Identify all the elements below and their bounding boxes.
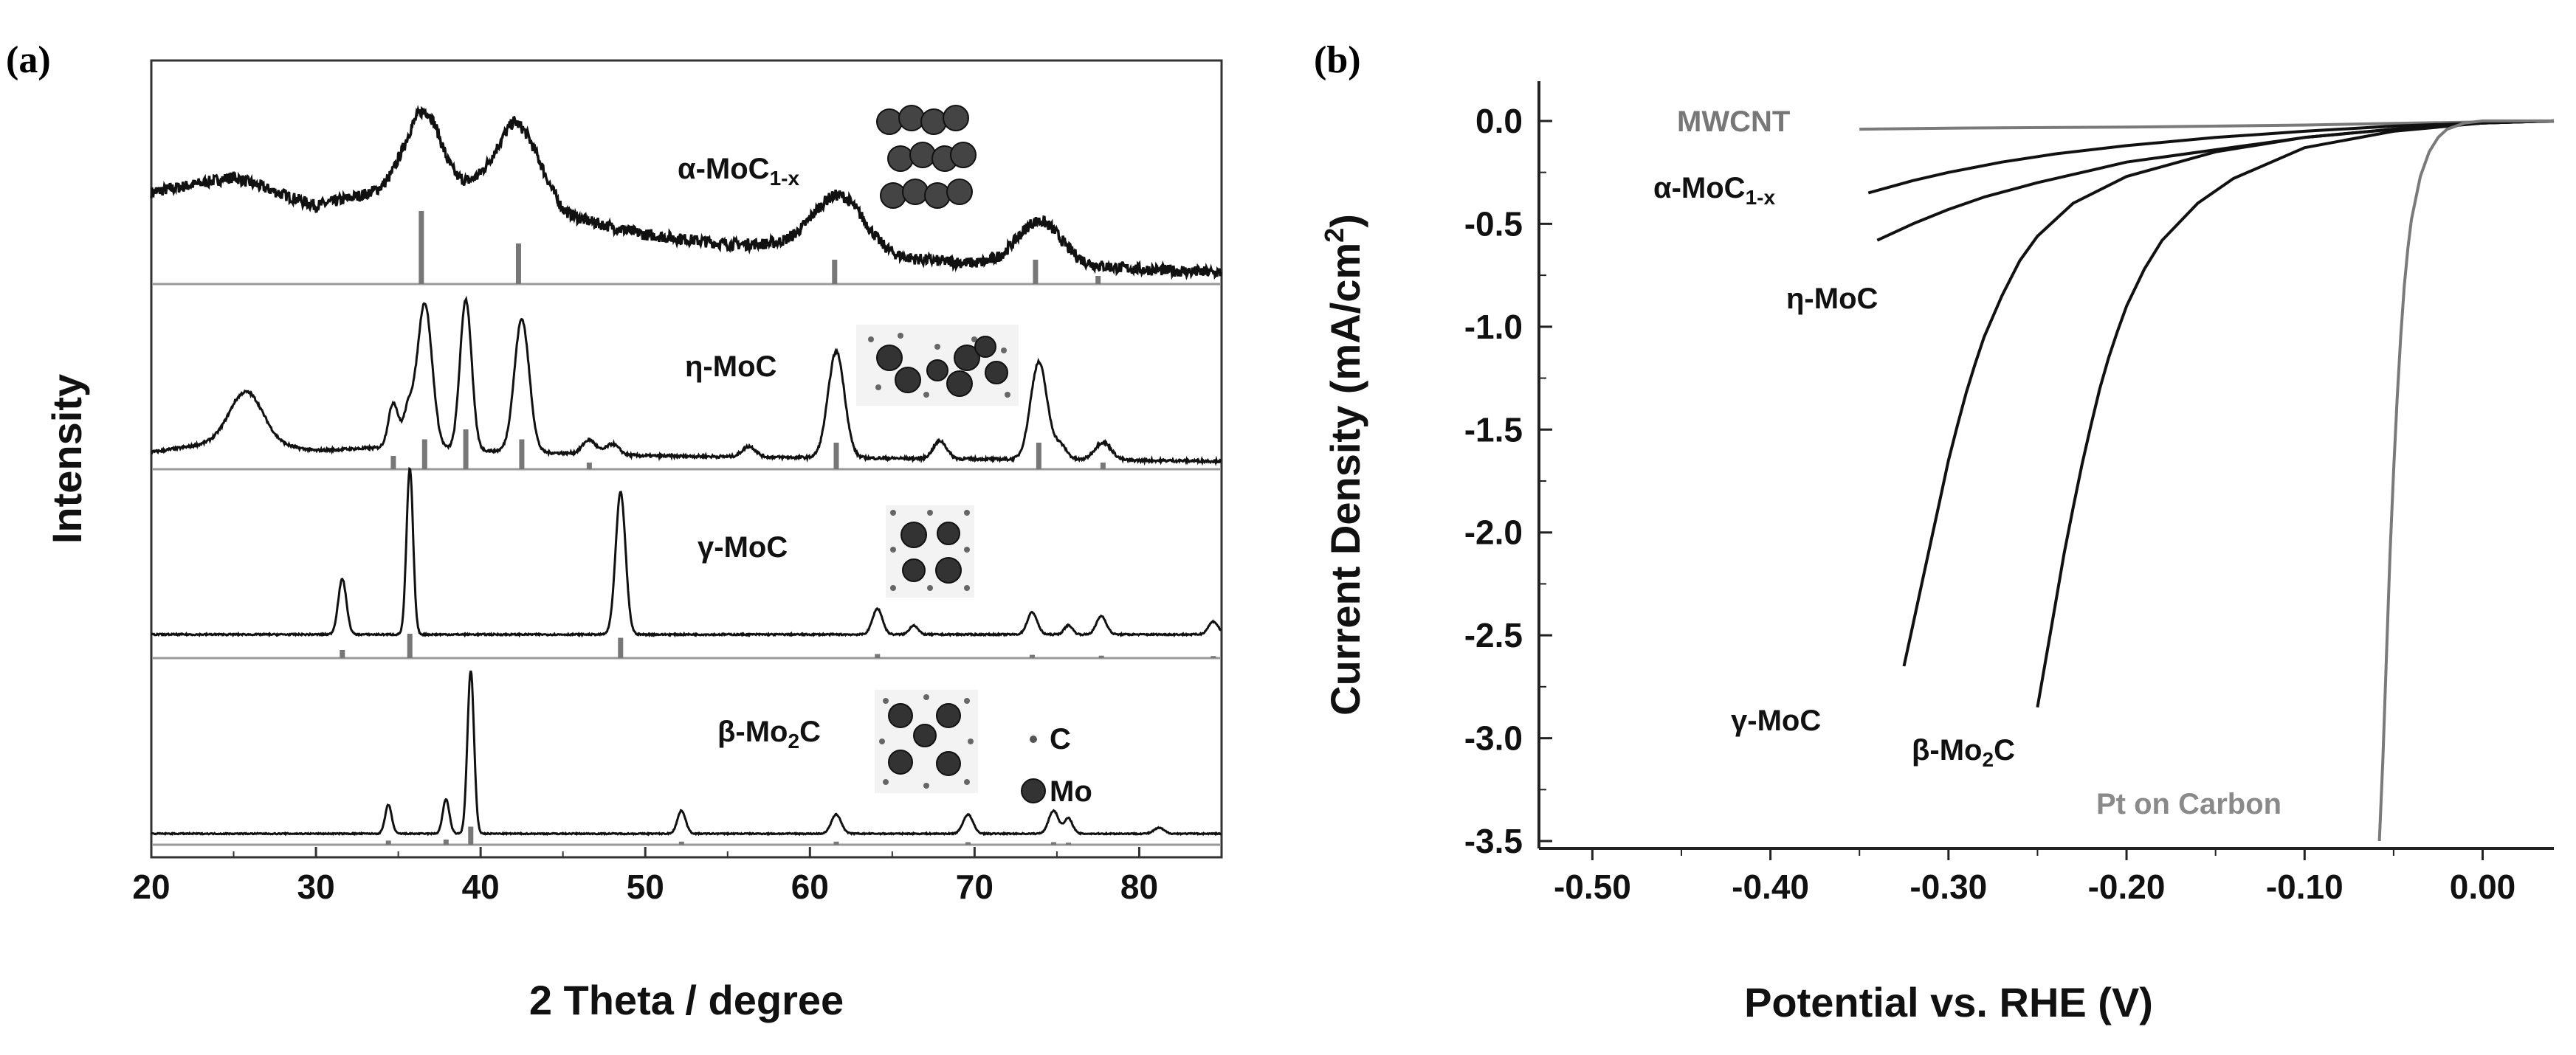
xrd-x-tick-label: 20 bbox=[132, 868, 170, 906]
polarization-x-axis-title: Potential vs. RHE (V) bbox=[1744, 979, 2153, 1025]
polarization-x-tick-label: -0.20 bbox=[2088, 868, 2166, 906]
polarization-y-tick-label: -2.0 bbox=[1464, 513, 1523, 552]
xrd-x-axis-title: 2 Theta / degree bbox=[529, 977, 844, 1023]
xrd-x-tick-label: 30 bbox=[297, 868, 334, 906]
eta-moc-label: η-MoC bbox=[685, 350, 776, 383]
xrd-pattern-line bbox=[151, 670, 1222, 837]
molybdenum-atom-icon bbox=[1021, 778, 1046, 803]
panel-b-letter: (b) bbox=[1314, 39, 1361, 81]
xrd-pattern-line bbox=[150, 105, 1222, 280]
xrd-pattern-line bbox=[151, 466, 1222, 638]
xrd-x-tick-label: 40 bbox=[462, 868, 500, 906]
eta-moc-structure-icon bbox=[856, 325, 1019, 406]
gamma-moc-curve-label: γ-MoC bbox=[1731, 705, 1821, 737]
beta-mo2c-curve-label: β-Mo2C bbox=[1912, 734, 2015, 771]
xrd-patterns bbox=[150, 105, 1222, 846]
panel-a-letter: (a) bbox=[6, 39, 51, 81]
polarization-y-tick-label: 0.0 bbox=[1475, 102, 1523, 140]
polarization-y-tick-label: -1.5 bbox=[1464, 410, 1523, 449]
polarization-y-tick-label: -2.5 bbox=[1464, 616, 1523, 654]
polarization-y-tick-label: -3.5 bbox=[1464, 822, 1523, 860]
xrd-y-axis-title: Intensity bbox=[44, 374, 90, 544]
pt-carbon-curve-label: Pt on Carbon bbox=[2096, 788, 2281, 820]
eta-moc-curve-label: η-MoC bbox=[1786, 283, 1878, 315]
alpha-moc-structure-icon bbox=[876, 105, 977, 209]
xrd-x-tick-label: 80 bbox=[1120, 868, 1158, 906]
gamma-moc-structure-icon bbox=[886, 505, 974, 598]
xrd-x-tick-label: 60 bbox=[791, 868, 829, 906]
xrd-x-tick-label: 70 bbox=[956, 868, 993, 906]
beta-mo2c-structure-icon bbox=[875, 690, 978, 793]
polarization-panel: (b) 0.0 -0.5 -1.0 -1.5 -2.0 -2.5 -3.0 -3.5 -0.5… bbox=[1314, 39, 2555, 1025]
polarization-curves bbox=[1859, 119, 2555, 842]
molybdenum-legend-label: Mo bbox=[1050, 775, 1092, 808]
beta-mo2c-label: β-Mo2C bbox=[717, 716, 821, 753]
xrd-plot-frame bbox=[150, 59, 1223, 859]
mwcnt-curve-label: MWCNT bbox=[1677, 106, 1790, 138]
polarization-y-tick-label: -0.5 bbox=[1464, 204, 1523, 243]
atom-legend: C Mo bbox=[1021, 723, 1092, 808]
xrd-panel: (a) 20 30 40 50 60 70 80 2 Theta / degree Inte… bbox=[6, 39, 1223, 1023]
polarization-x-tick-label: 0.00 bbox=[2450, 868, 2516, 906]
polarization-x-tick-label: -0.30 bbox=[1909, 868, 1987, 906]
polarization-y-axis: 0.0 -0.5 -1.0 -1.5 -2.0 -2.5 -3.0 -3.5 bbox=[1464, 102, 1552, 860]
polarization-x-tick-label: -0.40 bbox=[1732, 868, 1809, 906]
polarization-y-tick-label: -3.0 bbox=[1464, 719, 1523, 758]
xrd-pattern-line bbox=[151, 295, 1222, 467]
polarization-curve bbox=[2377, 119, 2554, 842]
alpha-moc-curve-label: α-MoC1-x bbox=[1653, 172, 1775, 209]
carbon-atom-icon bbox=[1030, 736, 1037, 743]
xrd-x-axis: 20 30 40 50 60 70 80 bbox=[132, 847, 1222, 906]
gamma-moc-label: γ-MoC bbox=[698, 531, 788, 564]
carbon-legend-label: C bbox=[1050, 723, 1071, 755]
polarization-curve bbox=[1902, 119, 2555, 667]
polarization-curve bbox=[2036, 119, 2555, 708]
polarization-x-axis: -0.50 -0.40 -0.30 -0.20 -0.10 0.00 bbox=[1554, 848, 2515, 906]
polarization-curve bbox=[1867, 119, 2555, 195]
alpha-moc-label: α-MoC1-x bbox=[678, 153, 799, 190]
polarization-x-tick-label: -0.50 bbox=[1554, 868, 1631, 906]
polarization-x-tick-label: -0.10 bbox=[2266, 868, 2343, 906]
polarization-y-tick-label: -1.0 bbox=[1464, 308, 1523, 346]
polarization-y-axis-title: Current Density (mA/cm2) bbox=[1319, 214, 1368, 716]
xrd-x-tick-label: 50 bbox=[627, 868, 664, 906]
